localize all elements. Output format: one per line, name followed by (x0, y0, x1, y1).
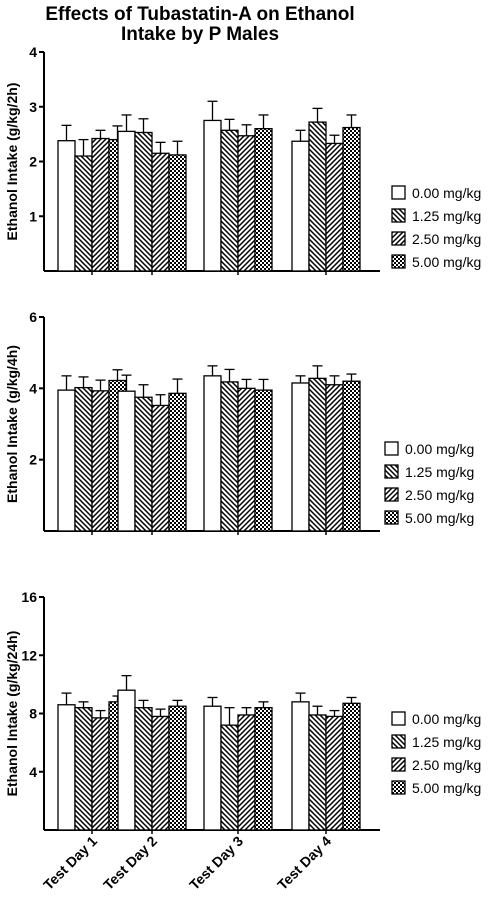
bar (254, 389, 273, 532)
legend-swatch (391, 734, 406, 749)
legend-label: 5.00 mg/kg (412, 254, 481, 270)
bar (342, 126, 361, 272)
bar (151, 715, 170, 831)
bar (325, 715, 344, 831)
bar (57, 140, 76, 272)
chart-panel-3: 4 8 12 16 Ethanol Intake (g/kg/24h) Test Day … (4, 589, 481, 893)
y-tick-label: 12 (21, 647, 37, 663)
legend-label: 1.25 mg/kg (405, 464, 474, 480)
bar (203, 375, 222, 532)
bar (74, 386, 93, 532)
bar (220, 724, 239, 831)
bar (342, 702, 361, 831)
bar (91, 717, 110, 831)
bar (168, 705, 187, 831)
y-tick-label: 6 (29, 309, 37, 325)
bar (220, 129, 239, 272)
y-tick-label: 4 (29, 380, 37, 396)
bar (203, 119, 222, 272)
legend-swatch (391, 231, 406, 246)
legend-label: 1.25 mg/kg (412, 734, 481, 750)
y-tick-label: 16 (21, 589, 37, 605)
bar (74, 707, 93, 831)
bar (291, 140, 310, 272)
bar (308, 377, 327, 532)
bar (117, 130, 136, 272)
x-tick-label: Test Day 3 (186, 833, 246, 893)
y-tick-label: 3 (29, 99, 37, 115)
legend-label: 0.00 mg/kg (412, 185, 481, 201)
legend-label: 5.00 mg/kg (412, 780, 481, 796)
bar (203, 705, 222, 831)
bar (91, 390, 110, 532)
legend-label: 5.00 mg/kg (405, 510, 474, 526)
bar (237, 135, 256, 272)
bar (291, 701, 310, 831)
legend-label: 1.25 mg/kg (412, 208, 481, 224)
bar (325, 142, 344, 272)
y-tick-label: 2 (29, 154, 37, 170)
legend-swatch (384, 464, 399, 479)
chart-panel-2: 2 4 6 Ethanol Intake (g/kg/4h) 0.00 mg/kg 1.2… (4, 309, 474, 535)
legend-swatch (391, 254, 406, 269)
legend-swatch (391, 780, 406, 795)
y-tick-label: 4 (29, 764, 37, 780)
bar (254, 707, 273, 831)
y-axis-label: Ethanol Intake (g/kg/4h) (4, 345, 20, 503)
chart-panel-1: 1 2 3 4 Ethanol Intake (g/kg/2h) 0.00 mg/kg 1.… (4, 44, 481, 275)
bar (134, 396, 153, 532)
bar (74, 155, 93, 272)
bar (117, 689, 136, 831)
figure-title-line-2: Intake by P Males (120, 24, 280, 45)
x-tick-label: Test Day 2 (100, 833, 160, 893)
bar (57, 389, 76, 532)
bar (254, 127, 273, 272)
bar (291, 382, 310, 532)
bar (91, 137, 110, 272)
legend-swatch (391, 185, 406, 200)
bar (308, 714, 327, 831)
legend-swatch (391, 711, 406, 726)
x-tick-label: Test Day 4 (274, 833, 334, 893)
bar (237, 714, 256, 831)
legend-swatch (391, 757, 406, 772)
bar (134, 131, 153, 272)
legend-label: 2.50 mg/kg (412, 757, 481, 773)
legend-label: 0.00 mg/kg (405, 441, 474, 457)
legend-label: 2.50 mg/kg (412, 231, 481, 247)
bar (151, 404, 170, 532)
bar (237, 387, 256, 532)
bar (117, 390, 136, 532)
bar (168, 392, 187, 532)
legend-swatch (391, 208, 406, 223)
y-axis-label: Ethanol Intake (g/kg/2h) (4, 83, 20, 241)
y-tick-label: 8 (29, 706, 37, 722)
x-tick-label: Test Day 1 (40, 833, 100, 893)
bar (151, 152, 170, 272)
y-tick-label: 4 (29, 44, 37, 60)
legend-label: 0.00 mg/kg (412, 711, 481, 727)
bar (168, 154, 187, 272)
bar (342, 380, 361, 532)
bar (134, 707, 153, 831)
legend-swatch (384, 441, 399, 456)
figure-title-line-1: Effects of Tubastatin-A on Ethanol (45, 4, 355, 25)
y-tick-label: 1 (29, 208, 37, 224)
y-axis-label: Ethanol Intake (g/kg/24h) (4, 631, 20, 797)
y-tick-label: 2 (29, 452, 37, 468)
bar (220, 381, 239, 532)
legend-swatch (384, 510, 399, 525)
bar (308, 121, 327, 272)
legend-label: 2.50 mg/kg (405, 487, 474, 503)
bar (57, 704, 76, 831)
bar (325, 384, 344, 532)
legend-swatch (384, 487, 399, 502)
